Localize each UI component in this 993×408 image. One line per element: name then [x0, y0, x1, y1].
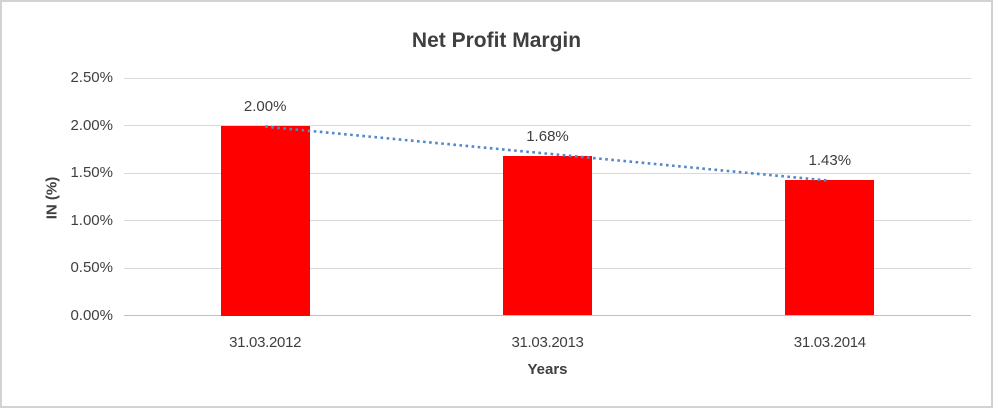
- chart-title: Net Profit Margin: [411, 29, 582, 52]
- data-label: 1.43%: [808, 152, 852, 170]
- x-axis-title: Years: [527, 361, 568, 378]
- bar: [503, 155, 592, 316]
- y-tick-label: 2.00%: [70, 116, 113, 134]
- bar: [785, 179, 875, 316]
- y-tick-label: 2.50%: [70, 69, 113, 86]
- y-tick-label: 0.00%: [70, 306, 113, 324]
- bar: [220, 125, 310, 316]
- y-tick-label: 1.50%: [70, 164, 113, 181]
- y-tick-label: 0.50%: [70, 259, 113, 276]
- gridline: [124, 77, 971, 79]
- gridline: [124, 315, 971, 316]
- data-label: 1.68%: [526, 128, 569, 146]
- category-label: 31.03.2014: [793, 334, 866, 351]
- category-label: 31.03.2013: [511, 334, 584, 351]
- category-label: 31.03.2012: [229, 334, 302, 351]
- y-tick-label: 1.00%: [70, 211, 113, 229]
- data-label: 2.00%: [243, 98, 287, 115]
